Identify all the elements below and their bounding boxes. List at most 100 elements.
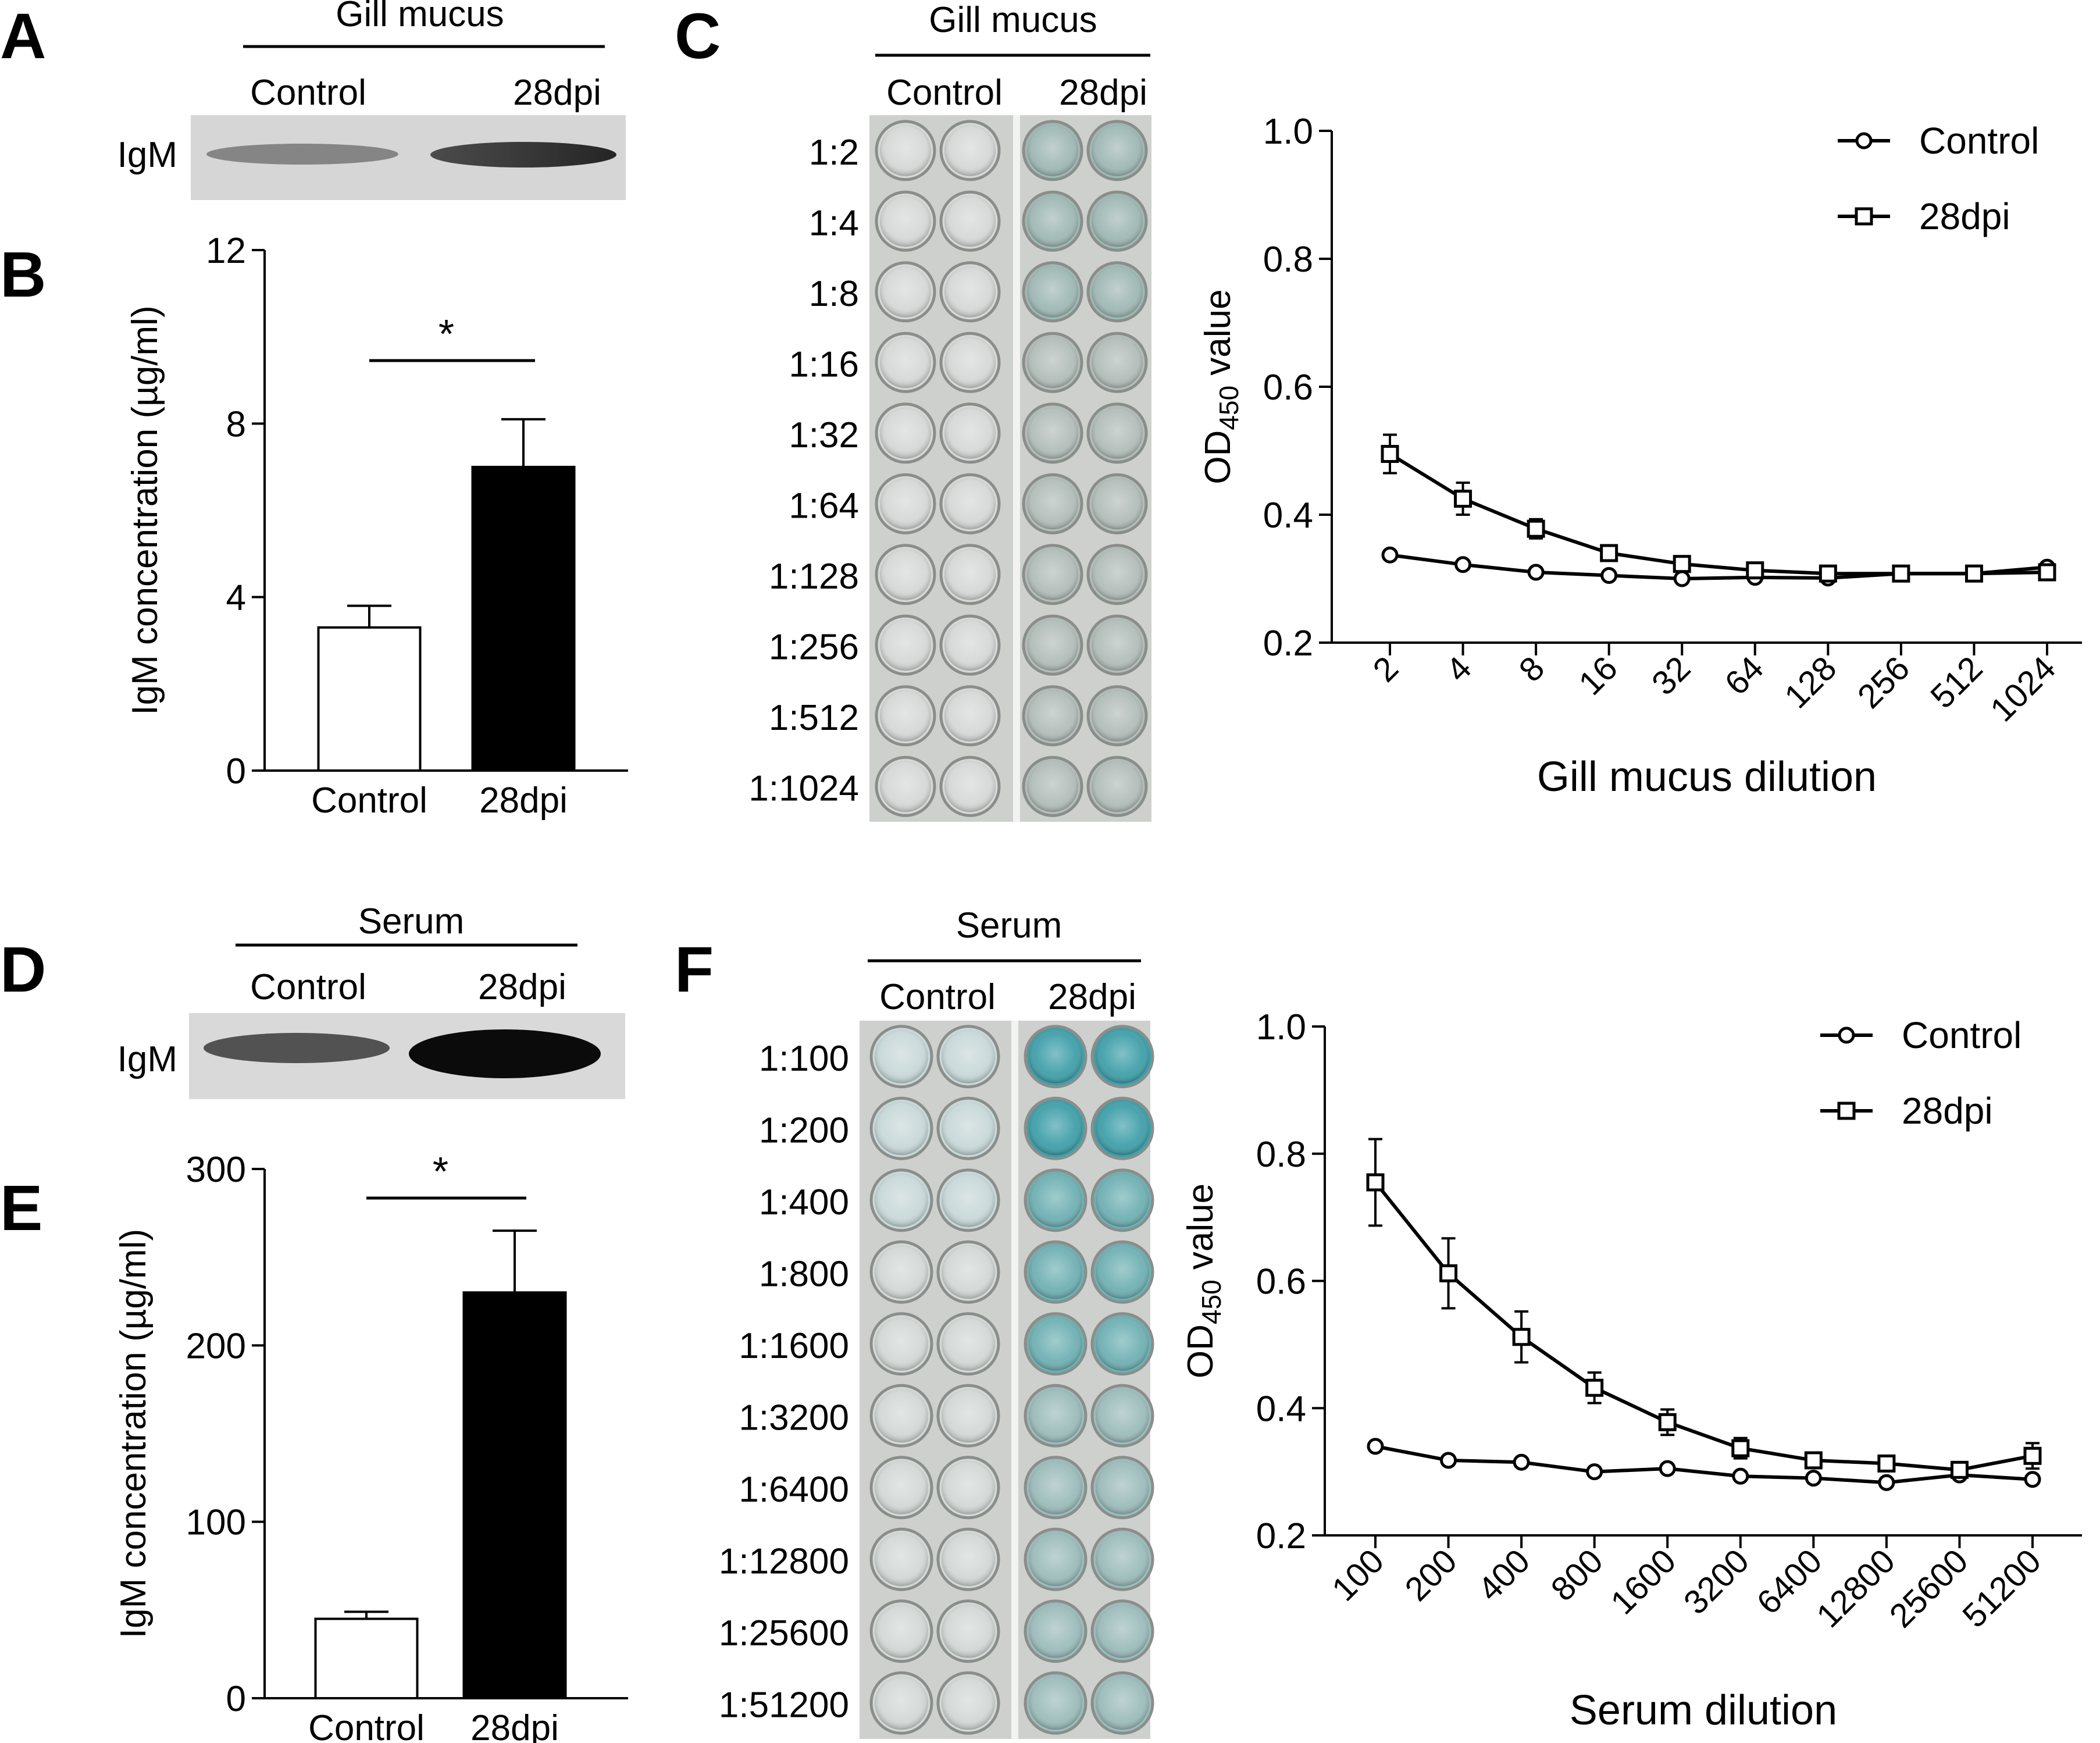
y-tick-label: 0.2 [1263,623,1313,664]
x-tick-label: 28dpi [470,1708,559,1743]
plate-row-label: 1:8 [809,274,859,314]
plate-well-shading [880,337,931,388]
plate-well-shading [1027,195,1078,247]
y-tick-label: 12 [206,231,246,271]
plate-row-label: 1:128 [769,557,859,597]
plate-well-shading [875,1317,928,1371]
plate-well-shading [880,407,931,459]
plate-well-shading [1096,1102,1149,1156]
y-axis-label-subscript: 450 [1196,1279,1227,1324]
plate-well-shading [1027,124,1078,176]
plate-row-label: 1:200 [759,1110,849,1150]
plate-well-shading [1092,478,1143,530]
plate-well-shading [942,1102,995,1156]
plate-well-shading [1096,1029,1149,1083]
plate-well-shading [880,195,931,247]
plate-well-shading [942,1173,995,1227]
data-point-28dpi [1381,445,1399,463]
panel-f-plate: F Serum Control 28dpi 1:100 1:200 1:400 1:8… [675,906,1154,1739]
x-axis-label: Gill mucus dilution [1537,754,1877,800]
y-tick-label: 300 [186,1150,246,1190]
plate-well-shading [944,619,996,671]
x-tick-label: 28dpi [479,780,568,821]
y-tick-label: 0.2 [1256,1516,1306,1556]
plate-well-shading [875,1532,928,1587]
plate-well-shading [1096,1676,1149,1730]
blot-col-label-control: Control [250,967,366,1007]
panel-letter-b: B [0,239,46,311]
legend-label: Control [1919,120,2039,162]
data-point-control [1440,1452,1457,1469]
x-tick-label: 8 [1512,649,1552,689]
plate-row-label: 1:256 [769,627,859,667]
plate-well-shading [1029,1173,1082,1227]
elisa-plate-icon: 1:2 1:4 1:8 1:16 1:32 1:64 1:128 1:256 1:512 1:10… [748,115,1151,822]
plate-well-shading [944,124,996,176]
x-tick-label: 1600 [1603,1542,1683,1621]
plate-row-label: 1:400 [759,1182,849,1222]
plate-row-label: 1:1024 [748,768,859,808]
blot-band-control [204,1033,390,1063]
plate-well-shading [944,761,996,812]
data-point-28dpi [1950,1460,1969,1479]
plate-well-shading [942,1029,995,1083]
data-point-28dpi [2023,1446,2042,1465]
plate-well-shading [1092,761,1143,812]
x-tick-label: 512 [1923,649,1990,715]
plate-well-shading [942,1604,995,1658]
data-point-28dpi [1892,564,1910,583]
plate-well-shading [1027,690,1078,742]
x-tick-label: 51200 [1955,1542,2048,1635]
y-tick-label: 0.6 [1263,368,1313,408]
plate-well-shading [942,1532,995,1587]
plate-well-shading [944,548,996,600]
data-point-28dpi [1804,1451,1823,1470]
data-point-control [1527,564,1545,581]
plate-row-label: 1:2 [809,133,859,173]
plate-well-shading [1096,1389,1149,1443]
plate-well-shading [1092,619,1143,671]
x-axis-label: Serum dilution [1570,1687,1837,1734]
x-tick-label: 2 [1365,649,1406,689]
panel-d-blot: D Serum Control 28dpi IgM [0,901,625,1099]
plate-row-label: 1:4 [809,203,859,243]
elisa-plate-icon: 1:100 1:200 1:400 1:800 1:1600 1:3200 1:6400 1:… [719,1021,1154,1739]
y-axis-label-main: OD [1198,430,1238,484]
plate-well-shading [1092,407,1143,459]
y-tick-label: 4 [226,578,246,618]
y-tick-label: 200 [186,1326,246,1366]
plate-well-shading [1027,548,1078,600]
plate-well-shading [875,1245,928,1299]
data-point-28dpi [1877,1454,1896,1473]
data-point-control [1367,1438,1384,1455]
data-point-control [1673,570,1691,587]
legend-marker-square [1837,1102,1856,1120]
blot-col-label-control: Control [250,73,366,113]
plate-row-label: 1:12800 [719,1541,849,1581]
y-tick-label: 0.4 [1263,496,1313,536]
plate-well-shading [1027,478,1078,530]
plate-well-shading [1029,1460,1082,1514]
plate-well-shading [1029,1389,1082,1443]
plate-well-shading [1027,619,1078,671]
x-tick-label: 12800 [1809,1542,1902,1635]
plate-well-shading [942,1676,995,1730]
significance-marker: * [433,1149,448,1194]
significance-marker: * [438,311,454,357]
blot-band-28dpi [409,1029,601,1078]
plate-well-shading [880,619,931,671]
data-point-28dpi [1746,561,1764,580]
x-tick-label: 25600 [1882,1542,1976,1635]
plate-well-shading [1029,1532,1082,1587]
data-point-28dpi [1731,1439,1750,1457]
data-point-control [1732,1467,1749,1485]
blot-header-gill-mucus: Gill mucus [336,0,504,34]
plate-well-shading [942,1460,995,1514]
plate-well-shading [880,124,931,176]
panel-letter-a: A [0,1,46,72]
plate-well-shading [1096,1245,1149,1299]
plate-well-shading [944,266,996,318]
blot-header-serum: Serum [358,901,465,942]
plate-well-shading [942,1245,995,1299]
plate-well-shading [1029,1317,1082,1371]
